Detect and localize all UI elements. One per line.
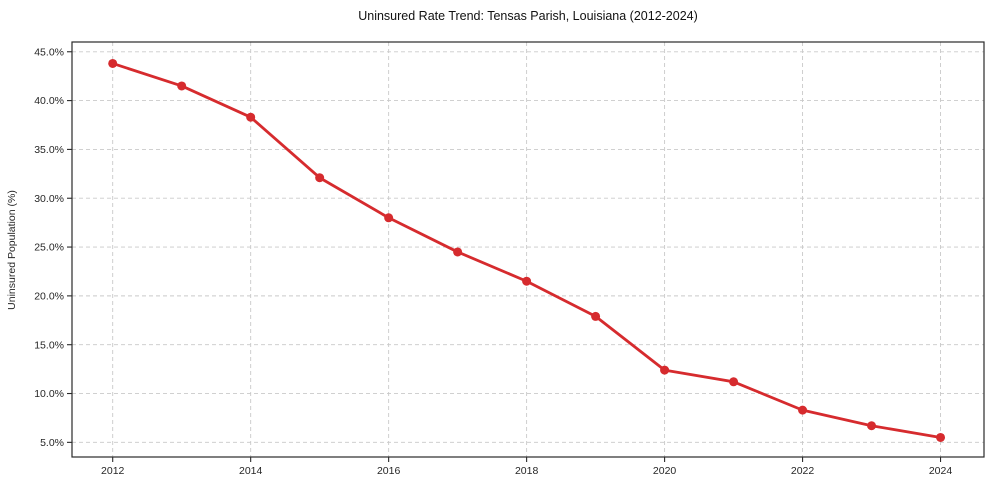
plot-area (72, 42, 984, 457)
x-tick-label: 2024 (929, 465, 953, 477)
y-tick-label: 5.0% (40, 437, 64, 449)
x-tick-label: 2014 (239, 465, 263, 477)
tick-labels: 5.0% 10.0% 15.0% 20.0% 25.0% 30.0% 35.0% 40.0% 4… (34, 46, 952, 477)
data-point-markers (108, 58, 946, 442)
gridlines (72, 42, 984, 457)
y-tick-label: 15.0% (34, 339, 64, 351)
x-tick-label: 2018 (515, 465, 539, 477)
data-point-marker (729, 377, 739, 387)
axis-ticks (67, 51, 942, 462)
y-tick-label: 10.0% (34, 388, 64, 400)
y-tick-label: 40.0% (34, 95, 64, 107)
data-point-marker (453, 247, 463, 257)
data-point-marker (660, 365, 670, 375)
x-tick-label: 2020 (653, 465, 677, 477)
y-tick-label: 35.0% (34, 144, 64, 156)
x-tick-label: 2012 (101, 465, 125, 477)
data-point-marker (798, 405, 808, 415)
data-point-marker (246, 112, 256, 122)
data-point-marker (108, 58, 118, 68)
y-tick-label: 20.0% (34, 290, 64, 302)
y-tick-label: 30.0% (34, 193, 64, 205)
y-tick-label: 45.0% (34, 46, 64, 58)
x-tick-label: 2022 (791, 465, 815, 477)
chart-title: Uninsured Rate Trend: Tensas Parish, Lou… (358, 9, 698, 23)
x-tick-label: 2016 (377, 465, 401, 477)
y-tick-label: 25.0% (34, 242, 64, 254)
data-point-marker (591, 311, 601, 321)
data-point-marker (936, 432, 946, 442)
data-point-marker (384, 213, 394, 223)
data-point-marker (867, 421, 877, 431)
data-point-marker (315, 173, 325, 183)
plot-border (71, 41, 985, 458)
data-point-marker (177, 81, 187, 91)
data-point-marker (522, 276, 532, 286)
y-axis-label: Uninsured Population (%) (6, 190, 18, 310)
